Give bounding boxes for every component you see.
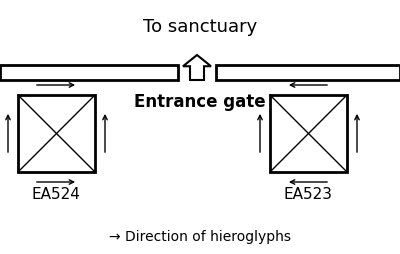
Text: EA523: EA523	[284, 187, 332, 202]
Bar	[270, 95, 347, 172]
Text: EA524: EA524	[32, 187, 80, 202]
Bar	[216, 65, 400, 80]
Text: → Direction of hieroglyphs: → Direction of hieroglyphs	[109, 230, 291, 244]
Text: Entrance gate: Entrance gate	[134, 93, 266, 111]
Bar	[0, 65, 178, 80]
Text: To sanctuary: To sanctuary	[143, 18, 257, 36]
Bar	[18, 95, 95, 172]
Polygon shape	[183, 55, 211, 80]
